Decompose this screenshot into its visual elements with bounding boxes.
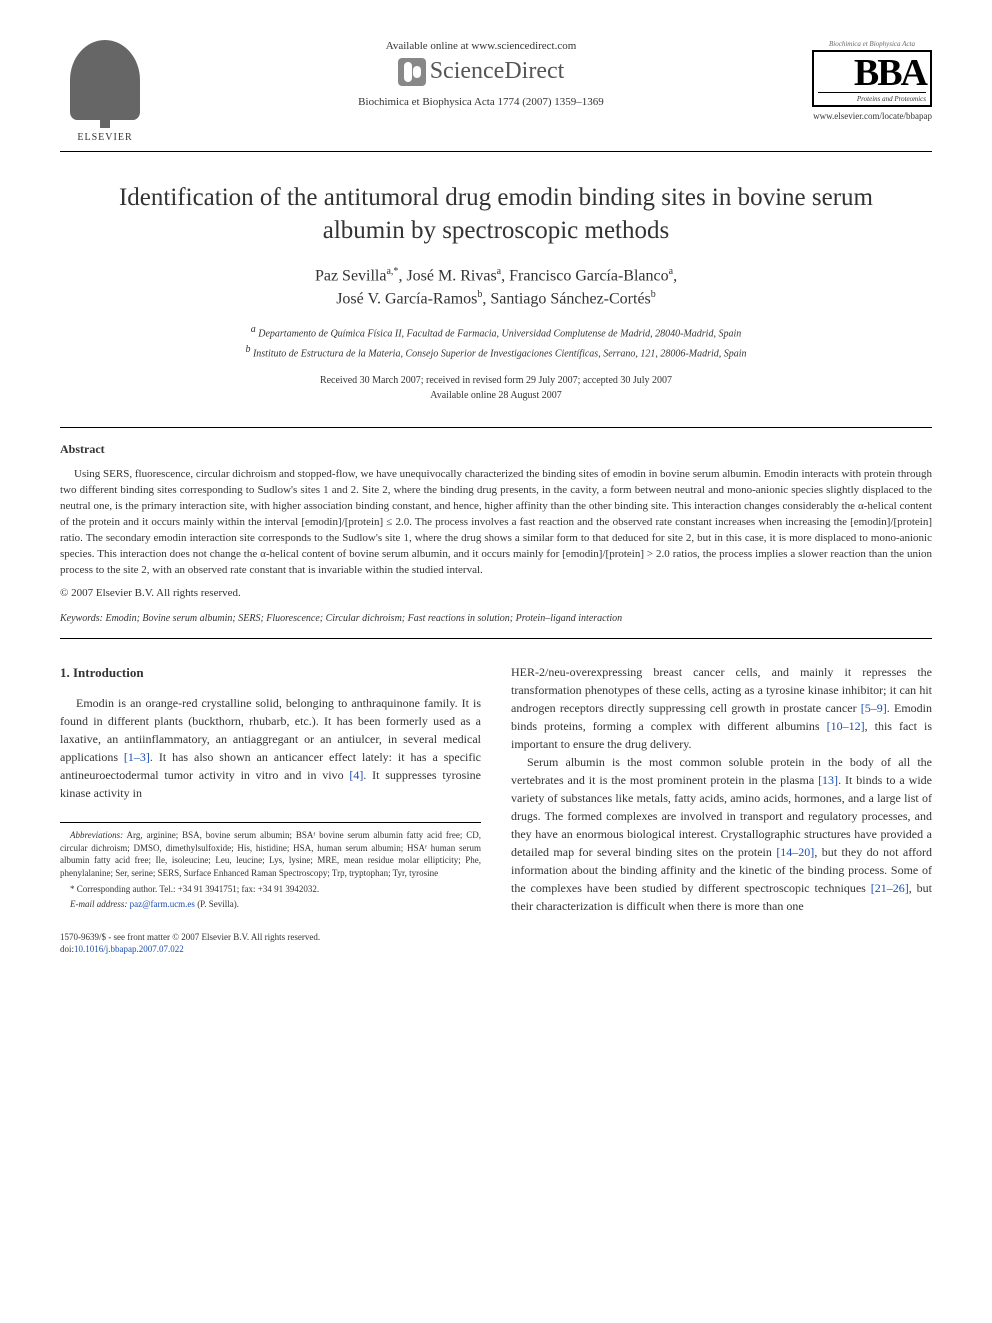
intro-left-para: Emodin is an orange-red crystalline soli…: [60, 694, 481, 802]
authors-line: Paz Sevillaa,*, José M. Rivasa, Francisc…: [60, 265, 932, 310]
author-2-sup: a: [497, 266, 501, 277]
article-title: Identification of the antitumoral drug e…: [100, 182, 892, 247]
affil-b: Instituto de Estructura de la Materia, C…: [253, 348, 747, 359]
header-rule: [60, 151, 932, 152]
abstract-rule-top: [60, 427, 932, 428]
ref-21-26[interactable]: [21–26]: [871, 881, 909, 895]
author-4-sup: b: [477, 289, 482, 300]
elsevier-tree-icon: [70, 40, 140, 120]
abbrev-label: Abbreviations:: [70, 830, 123, 840]
email-link[interactable]: paz@farm.ucm.es: [130, 899, 195, 909]
intro-right-para2: Serum albumin is the most common soluble…: [511, 753, 932, 915]
article-dates: Received 30 March 2007; received in revi…: [60, 373, 932, 403]
abbreviations-footnote: Abbreviations: Arg, arginine; BSA, bovin…: [60, 829, 481, 879]
abstract-heading: Abstract: [60, 442, 932, 457]
bba-url: www.elsevier.com/locate/bbapap: [812, 111, 932, 121]
journal-reference: Biochimica et Biophysica Acta 1774 (2007…: [150, 96, 812, 108]
corresponding-footnote: * Corresponding author. Tel.: +34 91 394…: [60, 883, 481, 896]
keywords-line: Keywords: Emodin; Bovine serum albumin; …: [60, 613, 932, 624]
affiliations: a Departamento de Química Física II, Fac…: [60, 322, 932, 361]
received-date: Received 30 March 2007; received in revi…: [320, 375, 672, 386]
author-5-sup: b: [651, 289, 656, 300]
abstract-text: Using SERS, fluorescence, circular dichr…: [60, 467, 932, 579]
doi-line: doi:10.1016/j.bbapap.2007.07.022: [60, 943, 932, 956]
intro-heading: 1. Introduction: [60, 663, 481, 683]
bottom-bar: 1570-9639/$ - see front matter © 2007 El…: [60, 931, 932, 956]
ref-10-12[interactable]: [10–12]: [827, 719, 865, 733]
elsevier-label: ELSEVIER: [77, 132, 132, 143]
center-header: Available online at www.sciencedirect.co…: [150, 40, 812, 108]
doi-link[interactable]: 10.1016/j.bbapap.2007.07.022: [74, 944, 184, 954]
left-column: 1. Introduction Emodin is an orange-red …: [60, 663, 481, 915]
ref-5-9[interactable]: [5–9]: [861, 701, 887, 715]
bba-letters: BBA: [818, 54, 926, 92]
abstract-copyright: © 2007 Elsevier B.V. All rights reserved…: [60, 587, 932, 599]
bba-top-text: Biochimica et Biophysica Acta: [812, 40, 932, 48]
intro-right-para1: HER-2/neu-overexpressing breast cancer c…: [511, 663, 932, 753]
online-date: Available online 28 August 2007: [430, 390, 561, 401]
author-1: Paz Sevilla: [315, 267, 387, 284]
email-author: (P. Sevilla).: [195, 899, 239, 909]
email-footnote: E-mail address: paz@farm.ucm.es (P. Sevi…: [60, 898, 481, 911]
abbrev-text: Arg, arginine; BSA, bovine serum albumin…: [60, 830, 481, 878]
doi-label: doi:: [60, 944, 74, 954]
email-label: E-mail address:: [70, 899, 127, 909]
abstract-body: Using SERS, fluorescence, circular dichr…: [60, 467, 932, 579]
bba-box: BBA Proteins and Proteomics: [812, 50, 932, 107]
affil-b-sup: b: [245, 344, 253, 355]
sciencedirect-icon: [398, 58, 426, 86]
body-columns: 1. Introduction Emodin is an orange-red …: [60, 663, 932, 915]
author-1-sup: a,*: [386, 266, 398, 277]
author-2: José M. Rivas: [406, 267, 496, 284]
keywords-list: Emodin; Bovine serum albumin; SERS; Fluo…: [105, 613, 622, 624]
available-online-text: Available online at www.sciencedirect.co…: [150, 40, 812, 52]
ref-14-20[interactable]: [14–20]: [776, 845, 814, 859]
author-3-sup: a: [669, 266, 673, 277]
issn-line: 1570-9639/$ - see front matter © 2007 El…: [60, 931, 932, 944]
abstract-rule-bottom: [60, 638, 932, 639]
right-column: HER-2/neu-overexpressing breast cancer c…: [511, 663, 932, 915]
ref-4[interactable]: [4]: [349, 768, 363, 782]
keywords-label: Keywords:: [60, 613, 103, 624]
author-4: José V. García-Ramos: [336, 290, 477, 307]
author-3: Francisco García-Blanco: [509, 267, 668, 284]
sciencedirect-logo: ScienceDirect: [150, 58, 812, 86]
ref-13[interactable]: [13]: [818, 773, 838, 787]
footnotes: Abbreviations: Arg, arginine; BSA, bovin…: [60, 822, 481, 911]
sciencedirect-text: ScienceDirect: [430, 58, 565, 84]
bba-logo: Biochimica et Biophysica Acta BBA Protei…: [812, 40, 932, 121]
author-5: Santiago Sánchez-Cortés: [490, 290, 650, 307]
elsevier-logo: ELSEVIER: [60, 40, 150, 143]
header-row: ELSEVIER Available online at www.science…: [60, 40, 932, 143]
ref-1-3[interactable]: [1–3]: [124, 750, 150, 764]
affil-a: Departamento de Química Física II, Facul…: [258, 329, 741, 340]
